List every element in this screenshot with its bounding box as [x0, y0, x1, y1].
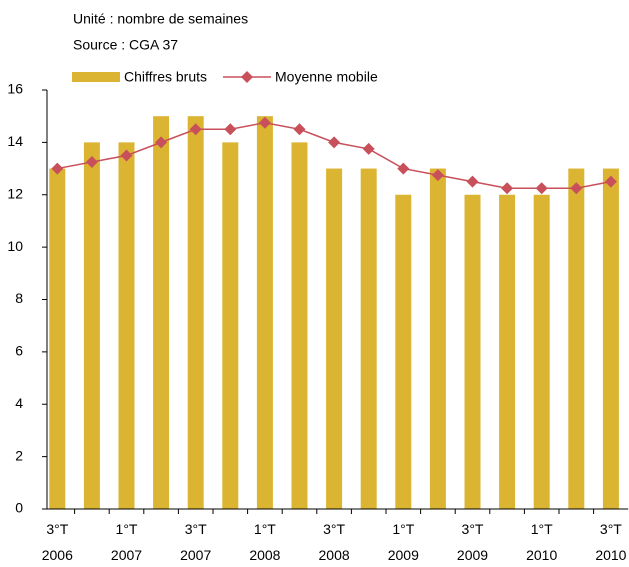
bar: [464, 194, 481, 509]
x-tick-label-line: 2010: [595, 547, 626, 563]
y-tick-label: 16: [7, 81, 23, 97]
x-tick-label-line: 2006: [42, 547, 73, 563]
y-tick-label: 10: [7, 238, 23, 254]
marker: [224, 123, 237, 136]
x-tick-label-line: 2008: [249, 547, 280, 563]
x-tick-label-line: 3°T: [46, 521, 68, 537]
bar: [49, 168, 66, 509]
y-tick-label: 6: [15, 343, 23, 359]
bar: [602, 168, 619, 509]
marker: [51, 162, 64, 175]
marker: [501, 182, 514, 195]
bar: [222, 142, 239, 509]
x-tick-label-line: 1°T: [254, 521, 276, 537]
x-tick-label-line: 2007: [180, 547, 211, 563]
marker: [604, 175, 617, 188]
bar: [533, 194, 550, 509]
marker: [189, 123, 202, 136]
bar: [429, 168, 446, 509]
marker: [258, 116, 271, 129]
bar: [326, 168, 343, 509]
x-tick-label: 3°T 2009: [457, 521, 488, 563]
x-tick-label-line: 1°T: [116, 521, 138, 537]
subtitle: Unité : nombre de semaines: [73, 11, 248, 27]
x-tick-label-line: 2009: [388, 547, 419, 563]
x-tick-label: 3°T 2010: [595, 521, 626, 563]
y-tick-label: 14: [7, 133, 23, 149]
bar: [153, 116, 170, 509]
bar: [187, 116, 204, 509]
marker: [431, 169, 444, 182]
marker: [328, 136, 341, 149]
x-tick-label-line: 3°T: [462, 521, 484, 537]
x-tick-label-line: 3°T: [185, 521, 207, 537]
y-tick-label: 8: [15, 290, 23, 306]
marker: [120, 149, 133, 162]
legend-label: Moyenne mobile: [275, 69, 378, 85]
bar: [83, 142, 100, 509]
y-tick-label: 2: [15, 447, 23, 463]
marker: [570, 182, 583, 195]
x-tick-label: 1°T 2010: [526, 521, 557, 563]
x-tick-label-line: 2010: [526, 547, 557, 563]
y-tick-label: 12: [7, 185, 23, 201]
x-tick-label-line: 3°T: [600, 521, 622, 537]
marker: [293, 123, 306, 136]
bar: [499, 194, 516, 509]
bar: [256, 116, 273, 509]
legend-marker: [241, 71, 253, 83]
bar: [395, 194, 412, 509]
marker: [397, 162, 410, 175]
marker: [85, 156, 98, 169]
y-tick-label: 4: [15, 395, 23, 411]
x-tick-label-line: 2009: [457, 547, 488, 563]
marker: [362, 142, 375, 155]
marker: [535, 182, 548, 195]
marker: [155, 136, 168, 149]
x-tick-label-line: 1°T: [392, 521, 414, 537]
x-tick-label: 1°T 2007: [111, 521, 142, 563]
x-tick-label-line: 2007: [111, 547, 142, 563]
legend-swatch: [72, 72, 120, 82]
x-tick-label: 1°T 2009: [388, 521, 419, 563]
x-tick-label-line: 1°T: [531, 521, 553, 537]
legend-label: Chiffres bruts: [124, 69, 207, 85]
x-tick-label-line: 2008: [319, 547, 350, 563]
x-tick-label: 3°T 2008: [319, 521, 350, 563]
x-tick-label: 3°T 2006: [42, 521, 73, 563]
y-tick-label: 0: [15, 500, 23, 516]
x-tick-label: 3°T 2007: [180, 521, 211, 563]
x-tick-label-line: 3°T: [323, 521, 345, 537]
bar: [291, 142, 308, 509]
x-tick-label: 1°T 2008: [249, 521, 280, 563]
source: Source : CGA 37: [73, 37, 178, 53]
bar: [360, 168, 377, 509]
bar: [568, 168, 585, 509]
marker: [466, 175, 479, 188]
bar: [118, 142, 135, 509]
